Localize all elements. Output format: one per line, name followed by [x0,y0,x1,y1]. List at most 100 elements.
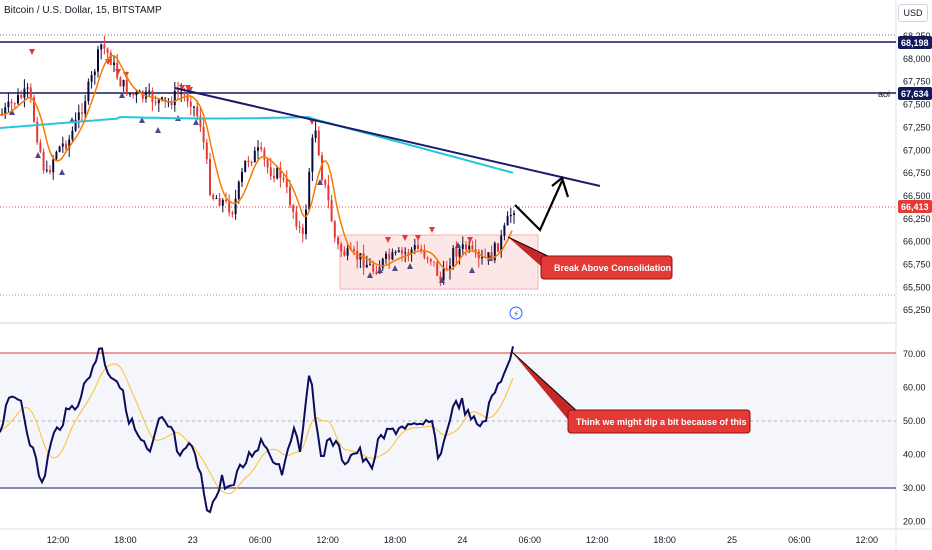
candle-body [45,169,48,171]
candle-body [429,258,432,262]
candle-body [353,249,355,251]
candle-body [26,87,29,89]
candle-body [279,167,282,178]
buy-marker-icon [139,117,145,123]
sell-marker-icon [385,237,391,243]
candle-body [4,107,7,114]
rsi-note-box[interactable] [567,409,751,434]
candle-body [282,177,285,180]
candle-body [71,130,74,140]
candle-body [311,137,314,172]
candle-body [234,198,237,215]
candle-body [81,112,83,114]
candle-body [401,250,403,254]
buy-marker-icon [392,265,398,271]
time-tick-label: 18:00 [384,535,407,545]
price-tick-label: 66,500 [903,191,931,201]
candle-body [42,151,45,171]
candle-body [221,199,224,206]
lightning-icon[interactable] [509,306,523,320]
current-price-tag [898,200,932,213]
candle-body [506,216,509,226]
rsi-axis[interactable]: 70.00 60.00 50.00 40.00 30.00 20.00 [903,349,926,527]
candle-body [17,95,19,104]
descending-trendline[interactable] [174,87,601,187]
candle-body [391,252,394,260]
candle-body [362,253,365,268]
candle-body [199,116,202,128]
sell-marker-icon [29,49,35,55]
candle-body [157,99,160,104]
candle-body [490,252,493,261]
candle-body [455,248,458,257]
candle-body [90,75,93,82]
break-note-box[interactable] [540,255,673,280]
candle-body [257,147,259,151]
candle-body [52,159,55,173]
candle-body [183,92,186,95]
candlestick-series [1,35,515,287]
candle-body [58,146,61,152]
candle-body [205,142,208,160]
candle-body [103,44,106,49]
aoi-level-tag [898,87,932,100]
candle-body [36,121,39,143]
candle-body [285,179,288,188]
candle-body [397,250,400,252]
price-tick-label: 66,250 [903,214,931,224]
candle-body [13,103,16,105]
buy-marker-icon [119,92,125,98]
candle-body [474,249,477,252]
chart-title: Bitcoin / U.S. Dollar, 15, BITSTAMP [4,5,162,16]
buy-marker-icon [193,119,199,125]
candle-body [372,264,375,272]
candle-body [481,256,483,259]
candle-body [500,235,503,252]
candle-body [170,101,173,106]
sell-marker-icon [402,235,408,241]
rsi-note-pointer [512,352,578,422]
sell-marker-icon [185,85,191,91]
candle-body [215,198,218,200]
candle-body [330,200,333,222]
candle-body [346,248,349,256]
candle-body [74,119,77,131]
candle-body [381,258,384,268]
buy-marker-icon [317,179,323,185]
buy-marker-icon [407,263,413,269]
candle-body [468,245,471,250]
candle-body [458,248,461,257]
candle-body [237,181,240,199]
candle-body [247,160,250,162]
candle-body [132,93,135,96]
candle-body [231,212,234,215]
currency-button[interactable]: USD [898,4,928,22]
candle-body [343,251,346,256]
candle-body [321,155,323,180]
candle-body [253,150,256,163]
price-tick-label: 67,000 [903,145,931,155]
candle-body [106,48,109,53]
buy-marker-icon [367,272,373,278]
candle-body [196,106,199,117]
candle-body [375,271,378,274]
sell-marker-icon [115,69,121,75]
price-tick-label: 66,750 [903,168,931,178]
candle-body [413,245,416,250]
time-axis[interactable]: 12:00 18:00 23 06:00 12:00 18:00 24 06:00 12:00 1… [47,535,878,545]
candle-body [493,243,496,261]
candle-body [260,147,263,150]
buy-marker-icon [439,277,445,283]
candle-body [177,90,179,93]
candle-body [125,79,128,95]
candle-body [452,248,455,267]
price-tick-label: 66,000 [903,237,931,247]
buy-marker-icon [9,109,15,115]
buy-marker-icon [59,169,65,175]
upper-level-tag [898,36,932,49]
candle-body [263,149,266,160]
candle-body [273,176,275,179]
break-note-pointer-outline [507,236,553,259]
candle-body [410,249,413,254]
